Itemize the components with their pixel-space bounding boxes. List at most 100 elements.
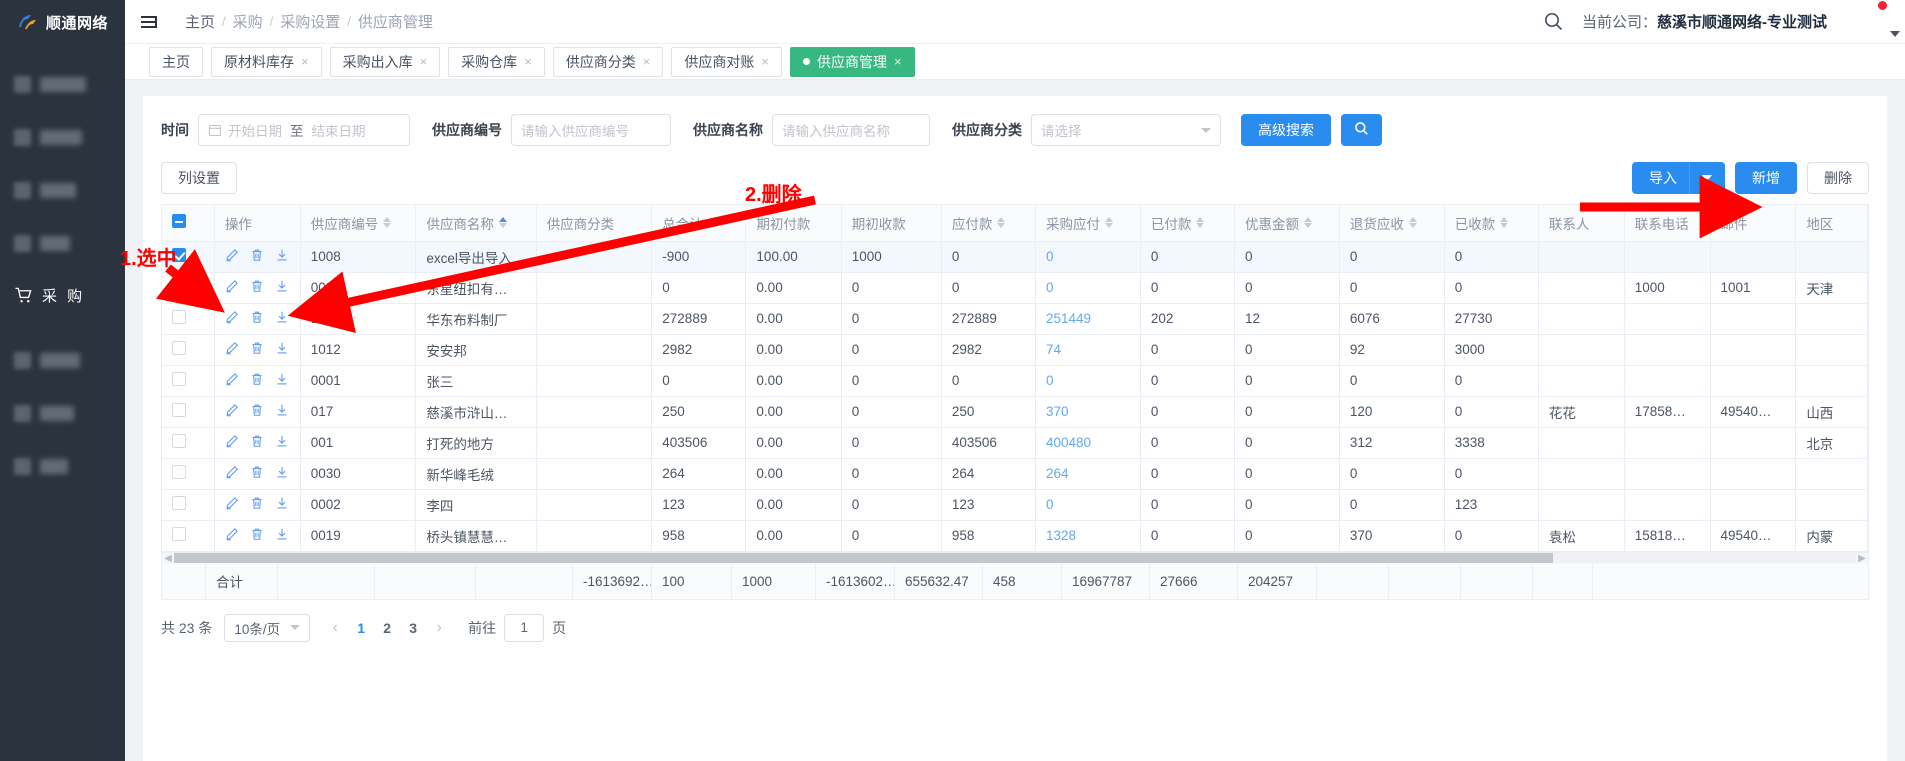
tab-supplier-management[interactable]: 供应商管理 ×	[789, 46, 915, 77]
row-checkbox[interactable]	[172, 248, 186, 262]
supplier-name-input[interactable]: 请输入供应商名称	[772, 114, 930, 146]
scroll-left-icon[interactable]: ◀	[164, 552, 172, 564]
search-button[interactable]	[1341, 114, 1382, 146]
page-3-button[interactable]: 3	[409, 619, 418, 636]
breadcrumb-item-3[interactable]: 供应商管理	[357, 14, 433, 31]
row-checkbox-cell[interactable]	[162, 334, 215, 366]
brand-logo[interactable]: 顺通网络	[0, 0, 125, 44]
row-checkbox-cell[interactable]	[162, 272, 215, 304]
chevron-down-icon[interactable]	[1689, 162, 1725, 194]
edit-icon[interactable]	[225, 279, 239, 296]
edit-icon[interactable]	[225, 248, 239, 265]
horizontal-scrollbar[interactable]: ◀ ▶	[162, 551, 1868, 564]
page-2-button[interactable]: 2	[383, 619, 392, 636]
row-checkbox-cell[interactable]	[162, 520, 215, 552]
download-icon[interactable]	[275, 341, 289, 358]
sidebar-item[interactable]	[0, 334, 125, 387]
sort-icon[interactable]	[1500, 217, 1509, 229]
edit-icon[interactable]	[225, 465, 239, 482]
column-header-code[interactable]: 供应商编号	[300, 205, 417, 242]
sidebar-item[interactable]	[0, 440, 125, 493]
sort-icon[interactable]	[1408, 217, 1417, 229]
edit-icon[interactable]	[225, 403, 239, 420]
row-checkbox-cell[interactable]	[162, 489, 215, 521]
row-checkbox[interactable]	[172, 403, 186, 417]
goto-page-input[interactable]	[504, 613, 545, 642]
close-icon[interactable]: ×	[893, 54, 902, 69]
edit-icon[interactable]	[225, 527, 239, 544]
hamburger-menu-icon[interactable]	[139, 11, 161, 33]
edit-icon[interactable]	[225, 434, 239, 451]
tab-supplier-reconciliation[interactable]: 供应商对账 ×	[671, 46, 782, 77]
delete-icon[interactable]	[250, 279, 264, 296]
tab-purchase-warehouse[interactable]: 采购仓库 ×	[448, 46, 545, 77]
tab-purchase-inout[interactable]: 采购出入库 ×	[329, 46, 441, 77]
tab-home[interactable]: 主页	[149, 46, 203, 77]
download-icon[interactable]	[275, 403, 289, 420]
close-icon[interactable]: ×	[419, 54, 428, 69]
sidebar-item[interactable]	[0, 58, 125, 111]
sidebar-item[interactable]	[0, 164, 125, 217]
edit-icon[interactable]	[225, 341, 239, 358]
breadcrumb-item-1[interactable]: 采购	[232, 14, 263, 31]
edit-icon[interactable]	[225, 496, 239, 513]
delete-icon[interactable]	[250, 310, 264, 327]
delete-icon[interactable]	[250, 434, 264, 451]
sidebar-item[interactable]	[0, 111, 125, 164]
close-icon[interactable]: ×	[301, 54, 309, 69]
column-header-received[interactable]: 已收款	[1444, 205, 1539, 242]
breadcrumb-item-0[interactable]: 主页	[185, 14, 216, 31]
row-checkbox-cell[interactable]	[162, 241, 215, 273]
table-row[interactable]: 009 东星纽扣有… 0 0.00 0 0 0 0 0 0 0 1000 1001 天津	[162, 272, 1868, 304]
table-row[interactable]: 0030 新华峰毛绒 264 0.00 0 264 264 0 0 0 0	[162, 458, 1868, 490]
table-row[interactable]: 017 慈溪市浒山… 250 0.00 0 250 370 0 0 120 0 花花 17858… 495…	[162, 396, 1868, 428]
row-checkbox[interactable]	[172, 465, 186, 479]
column-header-name[interactable]: 供应商名称	[415, 205, 537, 242]
delete-icon[interactable]	[250, 403, 264, 420]
tab-supplier-category[interactable]: 供应商分类 ×	[552, 46, 664, 77]
sidebar-item[interactable]	[0, 217, 125, 270]
supplier-category-select[interactable]: 请选择	[1031, 114, 1221, 146]
table-row[interactable]: 001 打死的地方 403506 0.00 0 403506 400480 0 0 312 3338…	[162, 427, 1868, 459]
delete-button[interactable]: 删除	[1807, 162, 1869, 194]
sidebar-item[interactable]	[0, 387, 125, 440]
scrollbar-track[interactable]	[174, 553, 1856, 563]
sidebar-item-purchase[interactable]: 采 购	[0, 270, 125, 320]
prev-page-button[interactable]: ‹	[332, 618, 338, 636]
column-header-po_payable[interactable]: 采购应付	[1035, 205, 1141, 242]
download-icon[interactable]	[275, 527, 289, 544]
table-row[interactable]: 0002 李四 123 0.00 0 123 0 0 0 0 123	[162, 489, 1868, 521]
column-header-discount[interactable]: 优惠金额	[1234, 205, 1340, 242]
download-icon[interactable]	[275, 496, 289, 513]
table-row[interactable]: 0019 桥头镇慧慧… 958 0.00 0 958 1328 0 0 370 0 袁松 15818… 4…	[162, 520, 1868, 552]
sort-icon[interactable]	[498, 217, 507, 229]
row-checkbox[interactable]	[172, 279, 186, 293]
row-checkbox[interactable]	[172, 527, 186, 541]
add-button[interactable]: 新增	[1735, 162, 1797, 194]
sort-icon[interactable]	[997, 217, 1006, 229]
next-page-button[interactable]: ›	[436, 618, 442, 636]
delete-icon[interactable]	[250, 341, 264, 358]
row-checkbox-cell[interactable]	[162, 427, 215, 459]
column-header-return_recv[interactable]: 退货应收	[1339, 205, 1445, 242]
row-checkbox[interactable]	[172, 310, 186, 324]
date-range-picker[interactable]: 开始日期 至 结束日期	[198, 114, 410, 146]
table-row[interactable]: 0001 张三 0 0.00 0 0 0 0 0 0 0	[162, 365, 1868, 397]
row-checkbox-cell[interactable]	[162, 396, 215, 428]
sort-icon[interactable]	[1196, 217, 1205, 229]
sort-icon[interactable]	[1304, 217, 1313, 229]
delete-icon[interactable]	[250, 527, 264, 544]
close-icon[interactable]: ×	[761, 54, 769, 69]
column-header-paid[interactable]: 已付款	[1140, 205, 1236, 242]
close-icon[interactable]: ×	[524, 54, 532, 69]
scrollbar-thumb[interactable]	[174, 553, 1554, 563]
row-checkbox[interactable]	[172, 496, 186, 510]
delete-icon[interactable]	[250, 496, 264, 513]
search-icon[interactable]	[1543, 11, 1564, 32]
row-checkbox[interactable]	[172, 372, 186, 386]
page-1-button[interactable]: 1	[357, 619, 366, 636]
column-settings-button[interactable]: 列设置	[161, 162, 237, 194]
delete-icon[interactable]	[250, 465, 264, 482]
tab-raw-material-stock[interactable]: 原材料库存 ×	[211, 46, 322, 77]
table-row[interactable]: 1015 华东布料制厂 272889 0.00 0 272889 251449 202 12 60…	[162, 303, 1868, 335]
